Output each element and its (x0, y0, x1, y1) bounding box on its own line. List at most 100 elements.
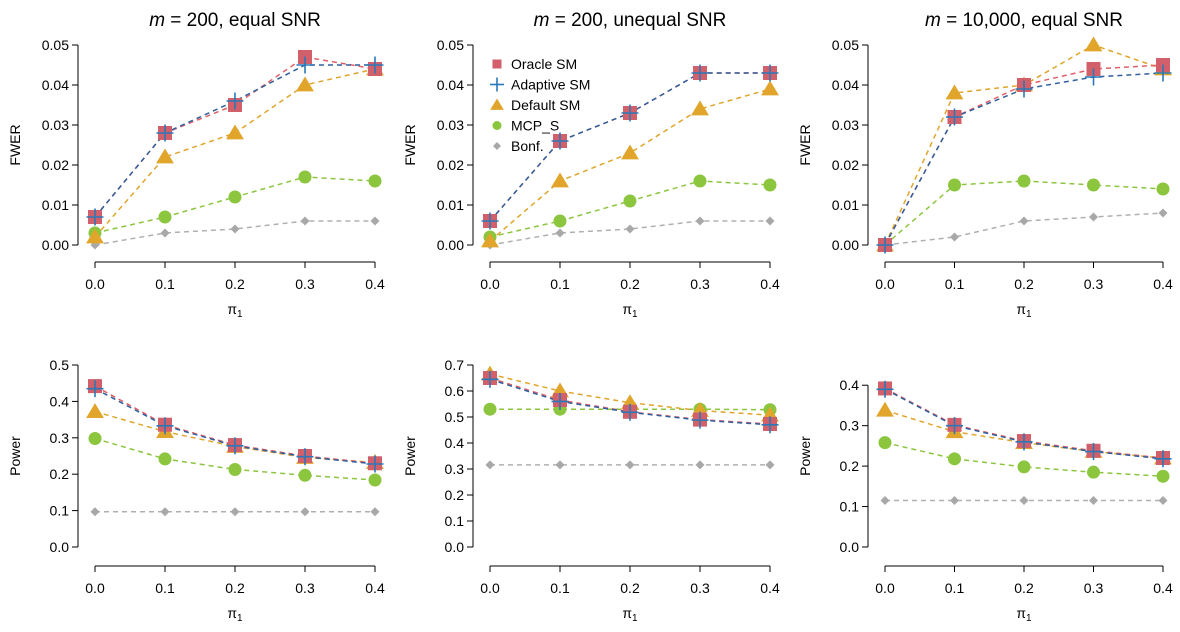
data-point (948, 452, 961, 466)
title-text: = 200, equal SNR (165, 10, 321, 31)
series-markers-adaptivesm (86, 380, 384, 473)
data-point (765, 460, 775, 470)
x-tick-label: 0.1 (550, 580, 570, 596)
panel-title-1: m = 200, unequal SNR (534, 10, 727, 31)
data-point (156, 417, 174, 435)
data-point (230, 507, 240, 517)
y-tick-label: 0.1 (50, 503, 70, 519)
x-axis-label: π1 (622, 605, 638, 624)
series-line-bonf (489, 220, 770, 246)
y-axis-label: FWER (402, 124, 418, 165)
series-line-bonf (884, 212, 1164, 246)
data-point (625, 460, 635, 470)
data-point (625, 224, 635, 234)
series-markers-adaptivesm (876, 380, 1172, 468)
data-point (551, 132, 569, 150)
data-point (481, 212, 499, 230)
y-tick-label: 0.05 (437, 37, 464, 53)
data-point (761, 64, 779, 82)
data-point (1019, 216, 1029, 226)
series-markers-adaptivesm (86, 56, 384, 226)
y-axis-label: Power (7, 436, 23, 476)
series-markers-bonf (90, 507, 380, 517)
x-axis-label-symbol: π (1016, 605, 1026, 621)
legend-label: Adaptive SM (511, 77, 590, 93)
data-point (691, 64, 709, 82)
data-point (948, 178, 961, 192)
data-point (296, 76, 314, 92)
title-m-symbol: m (149, 10, 165, 31)
title-m-symbol: m (925, 10, 941, 31)
y-tick-label: 0.0 (840, 539, 860, 555)
legend-marker (490, 98, 504, 110)
series-line-bonf (94, 220, 375, 246)
data-point (761, 80, 779, 96)
x-axis-label: π1 (227, 605, 243, 624)
x-tick-label: 0.0 (480, 580, 500, 596)
x-tick-label: 0.3 (295, 580, 315, 596)
data-point (156, 124, 174, 142)
legend-item: Bonf. (493, 138, 544, 154)
series-line-adaptivesm (884, 388, 1164, 460)
x-axis-label-symbol: π (1016, 301, 1026, 317)
series-line-defaultsm (489, 88, 771, 242)
x-axis-label-symbol: π (227, 605, 237, 621)
y-tick-label: 0.03 (437, 117, 464, 133)
x-axis-label-subscript: 1 (632, 613, 638, 624)
data-point (226, 437, 244, 455)
data-point (88, 432, 102, 446)
x-axis-label: π1 (1016, 301, 1032, 320)
data-point (551, 172, 569, 188)
series-markers-defaultsm (481, 80, 779, 248)
panel-r1-c0: 0.0 0.1 0.2 0.3 0.4 0.5 Power 0.0 0.1 0.2 0.3 0.4 π1 (7, 357, 385, 624)
data-point (1154, 450, 1172, 468)
legend-marker (490, 77, 504, 92)
y-tick-label: 0.01 (42, 197, 69, 213)
series-markers-adaptivesm (481, 370, 779, 434)
data-point (623, 194, 637, 208)
y-tick-label: 0.5 (445, 409, 465, 425)
y-tick-label: 0.01 (832, 197, 859, 213)
data-point (1089, 212, 1098, 222)
y-tick-label: 0.02 (437, 157, 464, 173)
x-tick-label: 0.4 (760, 580, 780, 596)
legend-item: MCP_S (492, 118, 559, 134)
data-point (1156, 182, 1170, 196)
x-tick-label: 0.3 (1084, 580, 1104, 596)
x-tick-label: 0.4 (1153, 276, 1173, 292)
series-markers-oraclesm (878, 58, 1170, 252)
data-point (370, 216, 380, 226)
x-tick-label: 0.2 (1014, 580, 1034, 596)
data-point (946, 417, 963, 435)
data-point (695, 460, 705, 470)
panel-title-2: m = 10,000, equal SNR (925, 10, 1123, 31)
data-point (485, 460, 495, 470)
title-text: = 200, unequal SNR (549, 10, 726, 31)
data-point (160, 507, 170, 517)
data-point (298, 468, 312, 482)
y-tick-label: 0.00 (42, 237, 69, 253)
y-tick-label: 0.03 (832, 117, 859, 133)
data-point (763, 178, 777, 192)
series-markers-mcps (88, 432, 382, 487)
data-point (1089, 495, 1098, 505)
y-tick-label: 0.6 (445, 383, 465, 399)
series-line-adaptivesm (94, 64, 375, 218)
x-axis-label-symbol: π (227, 301, 237, 317)
data-point (553, 214, 567, 228)
x-tick-label: 0.2 (225, 276, 245, 292)
x-tick-label: 0.2 (225, 580, 245, 596)
series-markers-bonf (880, 208, 1168, 250)
data-point (695, 216, 705, 226)
data-point (691, 100, 709, 116)
data-point (555, 460, 565, 470)
x-axis-label: π1 (1016, 605, 1032, 624)
data-point (481, 370, 499, 388)
data-point (551, 392, 569, 410)
x-tick-label: 0.1 (945, 580, 965, 596)
data-point (876, 401, 894, 417)
y-axis-label: Power (797, 436, 813, 476)
y-tick-label: 0.0 (445, 539, 465, 555)
y-tick-label: 0.01 (437, 197, 464, 213)
y-tick-label: 0.4 (50, 393, 70, 409)
